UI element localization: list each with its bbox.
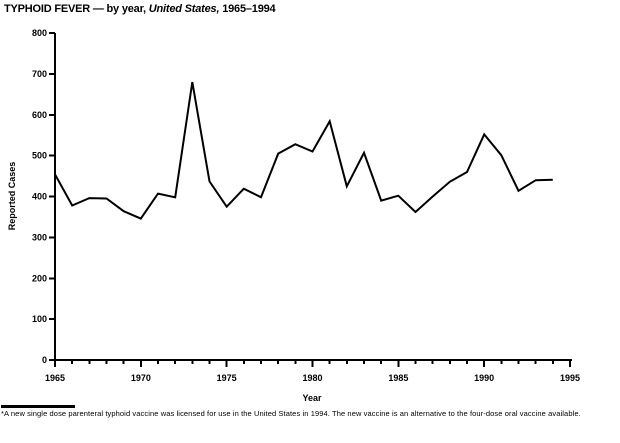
x-tick-label: 1995: [560, 373, 580, 383]
plot-area: 0 100 200 300 400 500 600 700 800 1965 1970 1975 198…: [32, 28, 580, 383]
chart-title: TYPHOID FEVER — by year, United States, …: [4, 3, 276, 15]
x-tick-label: 1990: [474, 373, 494, 383]
line-chart: 0 100 200 300 400 500 600 700 800 1965 1970 1975 198…: [7, 28, 580, 403]
footnote-text: A new single dose parenteral typhoid vac…: [4, 409, 581, 418]
footnote-marker: *: [1, 409, 5, 418]
y-tick-label: 600: [32, 110, 47, 120]
y-axis-title: Reported Cases: [7, 162, 17, 231]
footnote-rule: [1, 405, 75, 408]
y-tick-label: 400: [32, 192, 47, 202]
y-tick-label: 700: [32, 69, 47, 79]
x-axis-title: Year: [302, 393, 322, 403]
x-tick-label: 1975: [217, 373, 237, 383]
x-tick-label: 1970: [131, 373, 151, 383]
chart-title-disease: TYPHOID FEVER — by year,: [4, 3, 149, 15]
chart-title-years: 1965–1994: [219, 3, 276, 15]
x-tick-label: 1985: [388, 373, 408, 383]
y-tick-label: 100: [32, 314, 47, 324]
y-tick-label: 300: [32, 232, 47, 242]
y-tick-label: 200: [32, 273, 47, 283]
y-tick-label: 500: [32, 151, 47, 161]
y-tick-label: 0: [42, 355, 47, 365]
footnote: *A new single dose parenteral typhoid va…: [1, 409, 620, 418]
chart-title-place: United States,: [148, 3, 220, 15]
y-tick-label: 800: [32, 28, 47, 38]
x-tick-label: 1980: [302, 373, 322, 383]
x-tick-label: 1965: [45, 373, 65, 383]
reported-cases-line: [54, 81, 553, 220]
